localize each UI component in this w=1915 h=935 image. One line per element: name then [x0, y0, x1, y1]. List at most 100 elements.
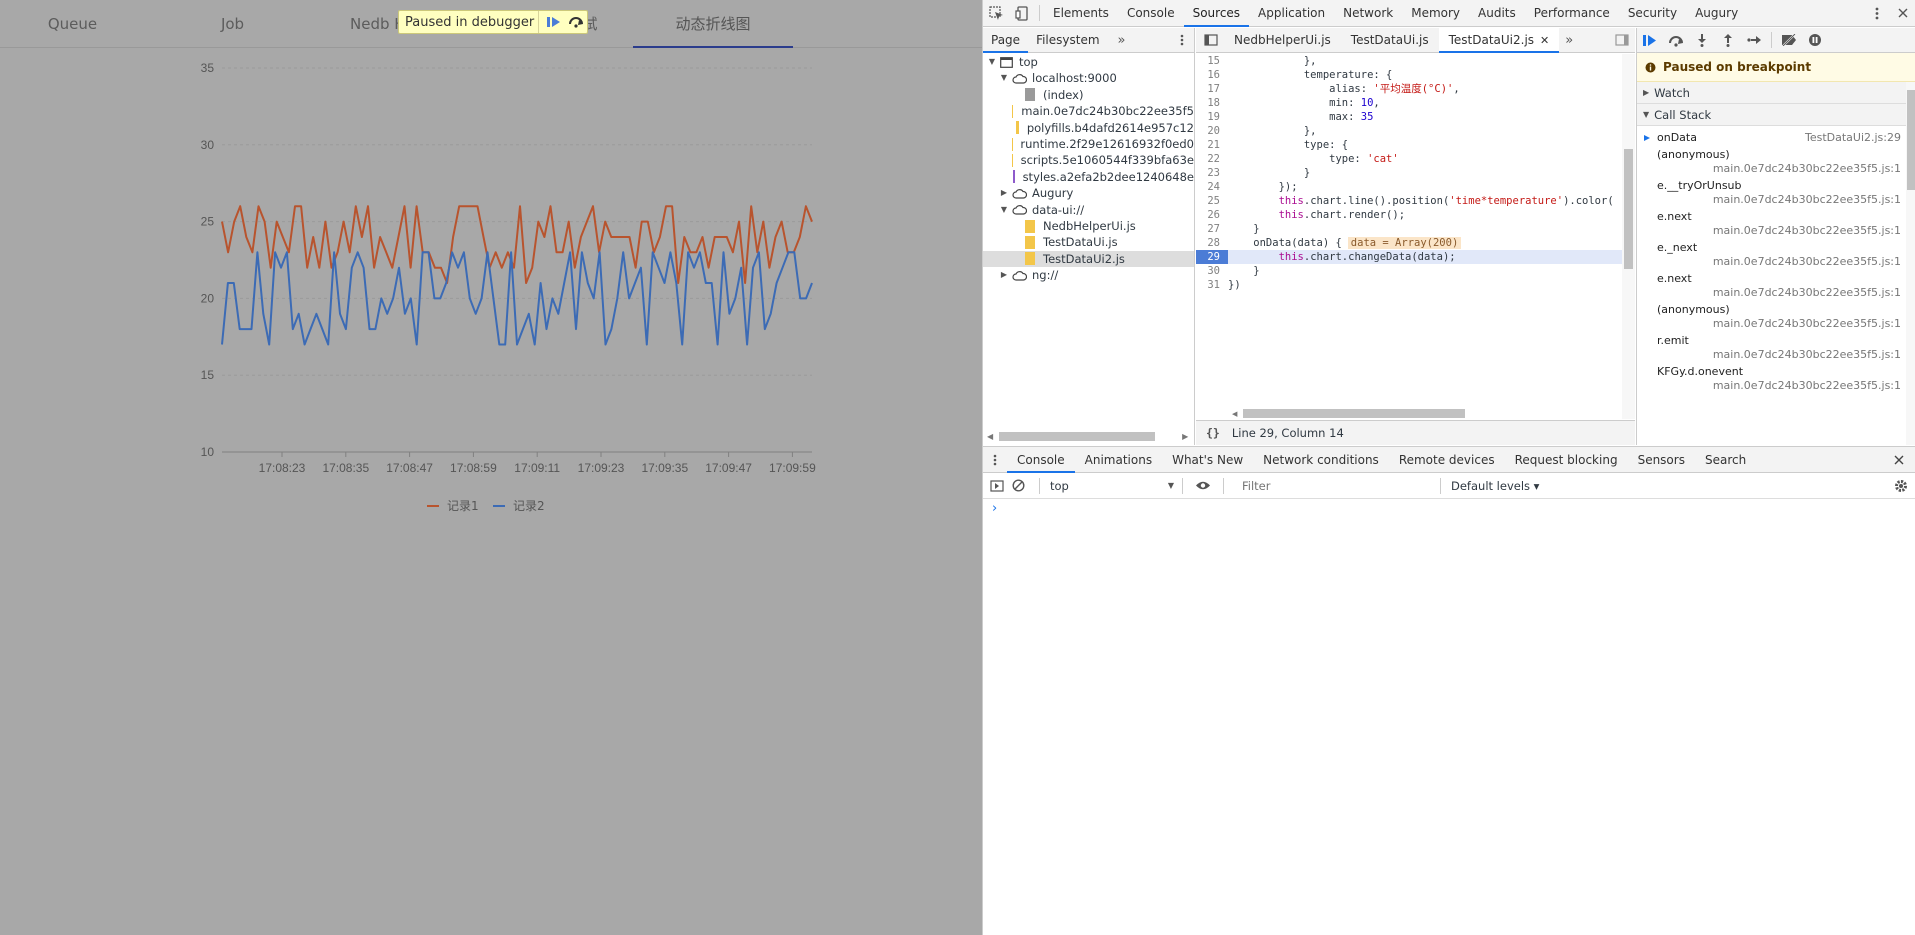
tree-item[interactable]: polyfills.b4dafd2614e957c12 [983, 120, 1194, 136]
toggle-debugger-icon[interactable] [1615, 34, 1629, 46]
line-number[interactable]: 31 [1207, 279, 1220, 291]
line-number[interactable]: 29 [1196, 250, 1228, 264]
call-frame[interactable]: e.next main.0e7dc24b30bc22ee35f5.js:1 [1637, 270, 1907, 301]
code-hscrollbar[interactable]: ◀ [1196, 407, 1622, 420]
clear-console-icon[interactable] [1012, 479, 1025, 492]
show-sidebar-icon[interactable] [990, 479, 1004, 492]
line-number[interactable]: 24 [1207, 181, 1220, 193]
eye-icon[interactable] [1195, 480, 1211, 491]
customize-menu-button[interactable] [1864, 0, 1890, 27]
expand-triangle-icon[interactable]: ▶ [1000, 270, 1008, 280]
device-toolbar-button[interactable] [1009, 0, 1035, 27]
watch-section-header[interactable]: ▶ Watch [1637, 82, 1915, 104]
tree-item[interactable]: ▼ data-ui:// [983, 202, 1194, 218]
panel-tab-augury[interactable]: Augury [1695, 5, 1739, 20]
close-tab-icon[interactable]: ✕ [1540, 33, 1550, 47]
panel-tab-console[interactable]: Console [1126, 5, 1175, 20]
panel-tab-application[interactable]: Application [1258, 5, 1326, 20]
line-number[interactable]: 22 [1207, 153, 1220, 165]
collapse-triangle-icon[interactable]: ▼ [1000, 204, 1008, 214]
resume-button[interactable] [543, 11, 565, 33]
kebab-menu-icon[interactable] [993, 454, 997, 466]
frame-location[interactable]: main.0e7dc24b30bc22ee35f5.js:1 [1712, 379, 1901, 392]
line-number[interactable]: 16 [1207, 69, 1220, 81]
line-number[interactable]: 15 [1207, 55, 1220, 67]
line-number[interactable]: 30 [1207, 265, 1220, 277]
inspect-element-button[interactable] [983, 0, 1009, 27]
tree-item[interactable]: TestDataUi.js [983, 234, 1194, 250]
scroll-left-icon[interactable]: ◀ [987, 431, 994, 441]
step-out-button[interactable] [1715, 27, 1741, 54]
navigator-hscrollbar[interactable]: ◀ ▶ [983, 429, 1194, 443]
line-number[interactable]: 26 [1207, 209, 1220, 221]
line-number[interactable]: 19 [1207, 111, 1220, 123]
pause-on-exceptions-button[interactable] [1802, 27, 1828, 54]
panel-tab-security[interactable]: Security [1627, 5, 1678, 20]
scroll-thumb[interactable] [1243, 409, 1466, 418]
tab-job[interactable]: Job [220, 15, 245, 33]
resume-button[interactable] [1637, 27, 1663, 54]
call-frame[interactable]: (anonymous) main.0e7dc24b30bc22ee35f5.js:… [1637, 146, 1907, 177]
line-number[interactable]: 21 [1207, 139, 1220, 151]
tree-item[interactable]: styles.a2efa2b2dee1240648e [983, 169, 1194, 185]
tree-item[interactable]: ▶ Augury [983, 185, 1194, 201]
frame-location[interactable]: main.0e7dc24b30bc22ee35f5.js:1 [1712, 255, 1901, 268]
step-over-button[interactable] [565, 11, 587, 33]
drawer-tab-console[interactable]: Console [1007, 447, 1075, 473]
frame-location[interactable]: main.0e7dc24b30bc22ee35f5.js:1 [1712, 193, 1901, 206]
close-devtools-button[interactable] [1890, 0, 1915, 27]
more-tabs-chevron-icon[interactable]: » [1117, 32, 1126, 48]
line-number[interactable]: 17 [1207, 83, 1220, 95]
tree-item[interactable]: NedbHelperUi.js [983, 218, 1194, 234]
log-levels-dropdown[interactable]: Default levels ▾ [1451, 478, 1540, 493]
frame-location[interactable]: main.0e7dc24b30bc22ee35f5.js:1 [1712, 348, 1901, 361]
tree-item[interactable]: main.0e7dc24b30bc22ee35f5 [983, 103, 1194, 119]
panel-tab-elements[interactable]: Elements [1053, 5, 1109, 20]
tab-page[interactable]: Page [983, 28, 1029, 53]
tab-nedb-helper[interactable]: Nedb H [350, 15, 406, 33]
tab-filesystem[interactable]: Filesystem [1036, 32, 1100, 47]
console-prompt[interactable]: › [992, 501, 998, 516]
tree-item[interactable]: ▼ top [983, 54, 1194, 70]
tree-item[interactable]: ▶ ng:// [983, 267, 1194, 283]
more-tabs-chevron-icon[interactable]: » [1565, 32, 1574, 48]
tree-item[interactable]: scripts.5e1060544f339bfa63e [983, 152, 1194, 168]
step-button[interactable] [1741, 27, 1767, 54]
drawer-tab-animations[interactable]: Animations [1084, 452, 1153, 467]
drawer-tab-sensors[interactable]: Sensors [1637, 452, 1685, 467]
call-frame[interactable]: e.next main.0e7dc24b30bc22ee35f5.js:1 [1637, 208, 1907, 239]
panel-tab-memory[interactable]: Memory [1411, 5, 1461, 20]
scroll-thumb[interactable] [1624, 149, 1633, 269]
scroll-right-icon[interactable]: ▶ [1182, 431, 1189, 441]
collapse-triangle-icon[interactable]: ▼ [988, 57, 996, 66]
scroll-thumb[interactable] [1907, 90, 1915, 190]
collapse-triangle-icon[interactable]: ▼ [1000, 73, 1008, 83]
panel-tab-performance[interactable]: Performance [1533, 5, 1610, 20]
line-number[interactable]: 27 [1207, 223, 1220, 235]
step-into-button[interactable] [1689, 27, 1715, 54]
call-frame[interactable]: e.__tryOrUnsub main.0e7dc24b30bc22ee35f5.… [1637, 177, 1907, 208]
toggle-navigator-icon[interactable] [1204, 34, 1218, 46]
panel-tab-audits[interactable]: Audits [1478, 5, 1516, 20]
drawer-tab-search[interactable]: Search [1704, 452, 1747, 467]
drawer-tab-what-s-new[interactable]: What's New [1172, 452, 1244, 467]
sidebar-vscrollbar[interactable] [1906, 82, 1915, 445]
call-frame[interactable]: onData TestDataUi2.js:29 [1637, 128, 1907, 146]
tab-dynamic-line-chart[interactable]: 动态折线图 [633, 0, 793, 48]
editor-tab-nedbhelperui-js[interactable]: NedbHelperUi.js [1224, 28, 1341, 53]
editor-tab-testdataui2-js[interactable]: TestDataUi2.js ✕ [1438, 27, 1560, 53]
line-number[interactable]: 20 [1207, 125, 1220, 137]
line-number[interactable]: 18 [1207, 97, 1220, 109]
call-stack-section-header[interactable]: ▼ Call Stack [1637, 104, 1915, 126]
close-icon[interactable] [1894, 455, 1904, 465]
line-number[interactable]: 23 [1207, 167, 1220, 179]
call-frame[interactable]: (anonymous) main.0e7dc24b30bc22ee35f5.js:… [1637, 301, 1907, 332]
drawer-tab-remote-devices[interactable]: Remote devices [1398, 452, 1495, 467]
editor-tab-testdataui-js[interactable]: TestDataUi.js [1341, 28, 1439, 53]
tree-item[interactable]: ▼ localhost:9000 [983, 70, 1194, 86]
call-frame[interactable]: r.emit main.0e7dc24b30bc22ee35f5.js:1 [1637, 332, 1907, 363]
gear-icon[interactable] [1894, 479, 1908, 493]
legend-item[interactable]: 记录2 [493, 499, 545, 513]
line-number[interactable]: 28 [1207, 237, 1220, 249]
code-vscrollbar[interactable] [1622, 54, 1635, 419]
